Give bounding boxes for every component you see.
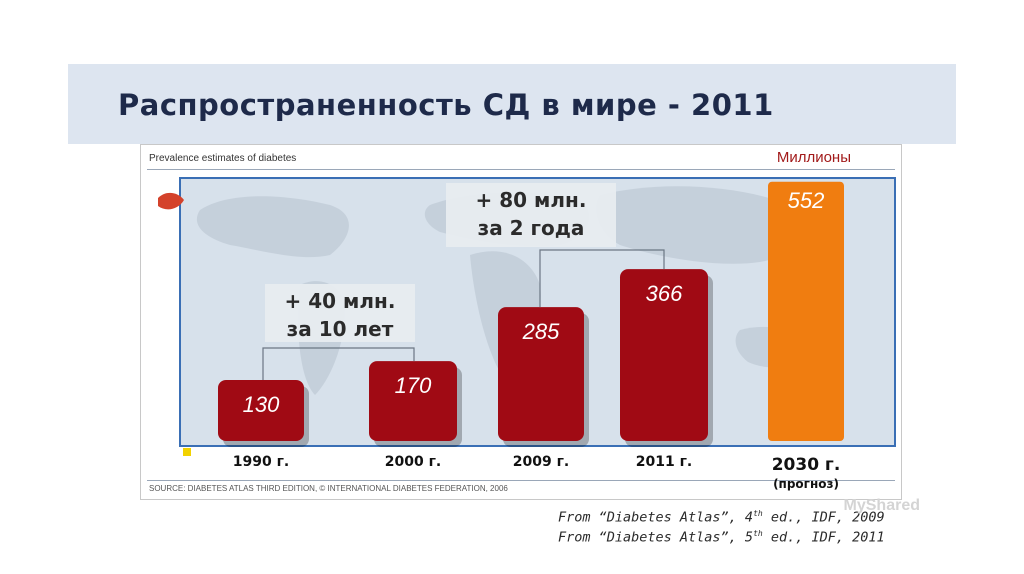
bar-value-label-1: 130 (243, 392, 280, 417)
annotation-bracket-2 (539, 249, 665, 308)
annotation-box-2 (446, 183, 616, 247)
bar-value-label-4: 366 (646, 281, 683, 306)
annotation-bracket-1 (262, 347, 415, 380)
slide-title: Распространенность СД в мире - 2011 (118, 88, 774, 122)
category-label-1: 1990 г. (233, 454, 289, 470)
category-label-2: 2000 г. (385, 454, 441, 470)
annotation-text-1-2: за 10 лет (287, 317, 394, 341)
category-label-4: 2011 г. (636, 454, 692, 470)
citations: From “Diabetes Atlas”, 4th ed., IDF, 200… (558, 506, 885, 545)
bar-value-label-5: 552 (788, 188, 825, 213)
citation-1: From “Diabetes Atlas”, 4th ed., IDF, 200… (558, 509, 885, 526)
category-label-3: 2009 г. (513, 454, 569, 470)
bar-2 (369, 361, 457, 441)
bar-5 (768, 181, 844, 441)
title-band (68, 64, 956, 144)
bar-3 (498, 307, 584, 441)
units-label: Миллионы (776, 149, 851, 166)
map-highlight (158, 192, 184, 210)
source-note: SOURCE: DIABETES ATLAS THIRD EDITION, © … (149, 484, 508, 493)
citation-2: From “Diabetes Atlas”, 5th ed., IDF, 201… (558, 528, 885, 546)
forecast-note: (прогноз) (773, 477, 839, 491)
bar-4 (620, 269, 708, 441)
category-label-5: 2030 г. (772, 455, 841, 475)
legend-swatch (183, 448, 191, 456)
annotation-box-1 (265, 284, 415, 342)
map-landmass-1 (196, 196, 349, 258)
bar-value-label-2: 170 (395, 373, 432, 398)
heading-divider (147, 169, 895, 170)
panel-heading: Prevalence estimates of diabetes (149, 153, 297, 164)
annotation-text-2-1: + 80 млн. (476, 188, 587, 212)
source-divider (147, 480, 895, 481)
map-landmass-5 (596, 186, 805, 264)
bar-value-label-3: 285 (522, 319, 560, 344)
annotation-text-2-2: за 2 года (478, 216, 585, 240)
annotation-text-1-1: + 40 млн. (285, 289, 396, 313)
bar-1 (218, 379, 304, 441)
watermark-logo: MyShared (843, 497, 920, 514)
